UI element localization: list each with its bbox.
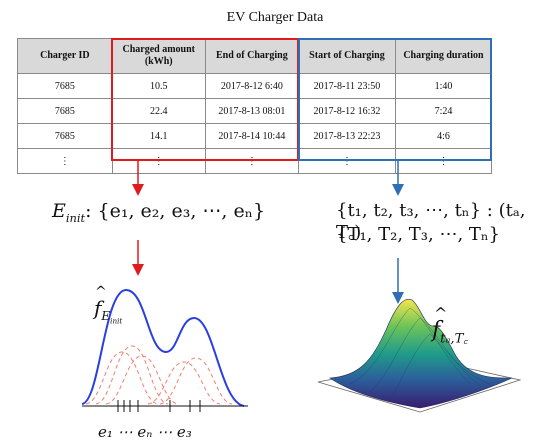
surface-mesh-line: [349, 307, 471, 385]
table-row: 7685 14.1 2017-8-14 10:44 2017-8-13 22:2…: [17, 123, 493, 149]
kernel-curve: [105, 355, 179, 405]
table-cell: 2017-8-13 08:01: [204, 98, 299, 124]
table-cell: 2017-8-13 22:23: [297, 123, 396, 149]
surface-mesh-line: [369, 317, 481, 393]
surface-plot: [317, 298, 522, 413]
table-cell: 2017-8-11 23:50: [297, 73, 396, 99]
kernel-curve: [159, 357, 233, 405]
kde-x-labels: e₁ ⋯ eₙ ⋯ e₃: [98, 423, 192, 441]
table-cell: ⋮: [204, 148, 299, 174]
header-end-of-charging: End of Charging: [204, 38, 299, 74]
table-cell: ⋮: [297, 148, 396, 174]
kernel-curve: [95, 345, 169, 405]
kernel-curve: [85, 351, 159, 405]
duration-set: {T₁, T₂, T₃, ⋯, Tₙ}: [336, 224, 501, 245]
diagram-title: EV Charger Data: [226, 10, 324, 25]
kernel-curve: [147, 361, 221, 405]
kde-plot: [81, 288, 248, 412]
table-row: ⋮ ⋮ ⋮ ⋮ ⋮: [17, 148, 493, 174]
table-cell: 2017-8-12 16:32: [297, 98, 396, 124]
surface-body: [329, 298, 513, 409]
kde-curve: [81, 288, 245, 407]
table-cell: ⋮: [17, 148, 113, 174]
kde-function-label: ^ f Einit: [94, 284, 123, 326]
energy-set-label: Einit: {e₁, e₂, e₃, ⋯, eₙ}: [52, 200, 266, 225]
table-row: 7685 22.4 2017-8-13 08:01 2017-8-12 16:3…: [17, 98, 493, 124]
table-cell: ⋮: [394, 148, 493, 174]
arrival-time-set: {t₁, t₂, t₃, ⋯, tₙ} : (tₐ, T꜀): [336, 200, 526, 243]
table-cell: 22.4: [111, 98, 206, 124]
header-charging-duration: Charging duration: [394, 38, 493, 74]
table-cell: 14.1: [111, 123, 206, 149]
table-cell: 2017-8-14 10:44: [204, 123, 299, 149]
surface-mesh-line: [389, 333, 491, 401]
surface-function-label: ^ f tₐ,T꜀: [432, 304, 468, 347]
table-cell: ⋮: [111, 148, 206, 174]
